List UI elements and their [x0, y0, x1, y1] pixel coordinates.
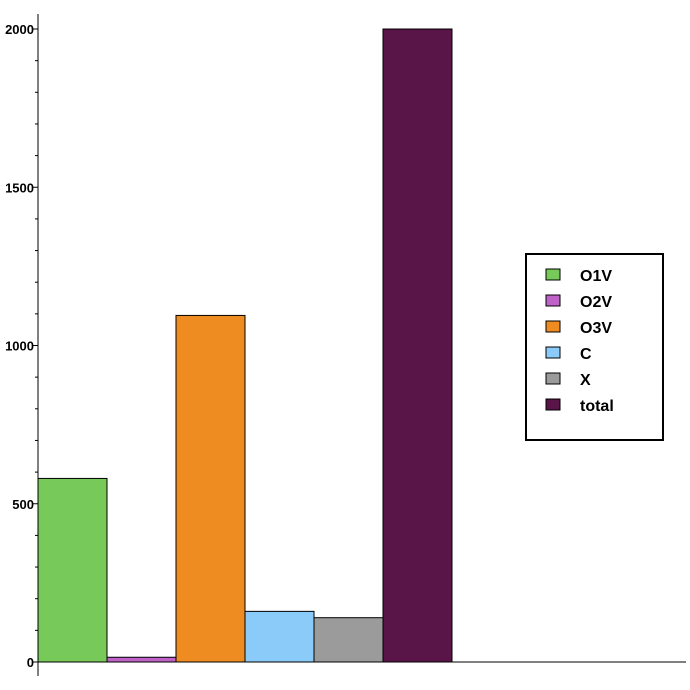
y-tick-label: 1500	[5, 180, 34, 195]
bar-o2v	[106, 656, 177, 663]
bar-total	[382, 28, 453, 663]
legend-label-x: X	[580, 372, 591, 389]
legend-swatch-o2v	[545, 294, 561, 307]
legend-label-c: C	[580, 346, 592, 363]
bar-o3v	[175, 314, 246, 663]
legend-swatch-x	[545, 372, 561, 385]
bars-group	[37, 28, 453, 663]
legend-label-total: total	[580, 398, 614, 415]
legend-label-o3v: O3V	[580, 320, 612, 337]
legend-label-o2v: O2V	[580, 294, 612, 311]
y-tick-label: 1000	[5, 339, 34, 354]
y-tick-label: 500	[12, 497, 34, 512]
legend-swatch-o3v	[545, 320, 561, 333]
legend-label-o1v: O1V	[580, 268, 612, 285]
legend-swatch-o1v	[545, 268, 561, 281]
y-ticks-group: 0 500 1000 1500 2000	[5, 22, 38, 670]
y-tick-label: 0	[27, 655, 34, 670]
bar-o1v	[37, 477, 108, 663]
bar-c	[244, 610, 315, 663]
legend-swatch-total	[545, 398, 561, 411]
y-tick-label: 2000	[5, 22, 34, 37]
legend-swatch-c	[545, 346, 561, 359]
bar-x	[313, 617, 384, 663]
